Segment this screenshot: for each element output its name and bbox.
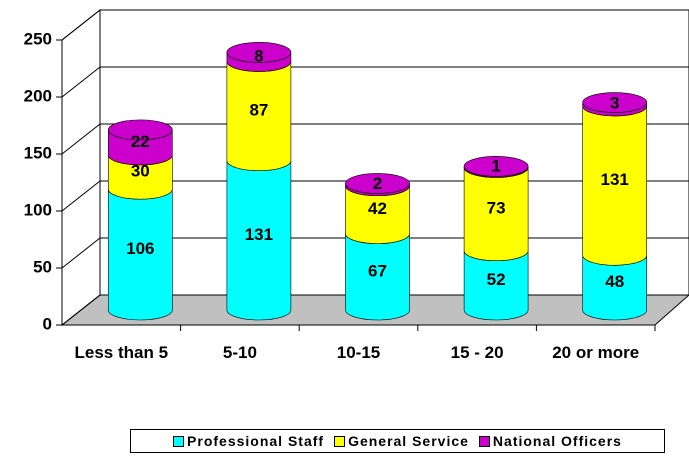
legend-item: National Officers — [478, 433, 622, 449]
cylinder-cap — [582, 92, 648, 113]
y-tick-label: 250 — [24, 29, 52, 48]
value-label: 67 — [368, 261, 387, 280]
value-label: 73 — [487, 199, 506, 218]
legend-swatch — [334, 435, 346, 447]
legend-label: National Officers — [492, 433, 622, 449]
x-tick-label: 5-10 — [222, 343, 257, 362]
grid-line — [61, 9, 689, 41]
value-label: 2 — [373, 174, 382, 193]
cylinder-cap — [463, 156, 529, 177]
value-label: 1 — [491, 156, 500, 175]
cylinder-cap — [345, 173, 410, 194]
x-tick-label: 20 or more — [552, 343, 640, 362]
x-tick-label: 15 - 20 — [450, 343, 504, 362]
value-label: 131 — [245, 225, 273, 244]
y-tick-label: 0 — [43, 314, 52, 333]
grid-line — [61, 123, 689, 155]
legend-swatch — [173, 435, 185, 447]
grid-line — [61, 66, 689, 98]
value-label: 106 — [126, 239, 154, 258]
x-tick-label: Less than 5 — [74, 343, 169, 362]
y-tick-label: 200 — [24, 86, 52, 105]
y-tick-label: 50 — [33, 257, 52, 276]
legend-swatch — [478, 435, 490, 447]
value-label: 52 — [487, 270, 506, 289]
value-label: 30 — [131, 162, 150, 181]
legend-item: Professional Staff — [173, 433, 324, 449]
value-label: 8 — [254, 46, 263, 65]
side-wall — [61, 8, 101, 327]
value-label: 131 — [601, 170, 629, 189]
value-label: 42 — [368, 199, 387, 218]
y-tick-label: 150 — [24, 143, 52, 162]
legend-label: Professional Staff — [187, 433, 325, 449]
legend: Professional Staff General Service Nationa… — [130, 429, 665, 453]
legend-label: General Service — [348, 433, 469, 449]
value-label: 22 — [131, 132, 150, 151]
value-label: 87 — [249, 101, 268, 120]
y-tick-label: 100 — [24, 200, 52, 219]
value-label: 3 — [610, 94, 619, 113]
value-label: 48 — [605, 272, 624, 291]
legend-item: General Service — [334, 433, 469, 449]
x-tick-label: 10-15 — [336, 343, 381, 362]
cylinder-cap — [108, 119, 173, 141]
cylinder-cap — [226, 42, 292, 63]
